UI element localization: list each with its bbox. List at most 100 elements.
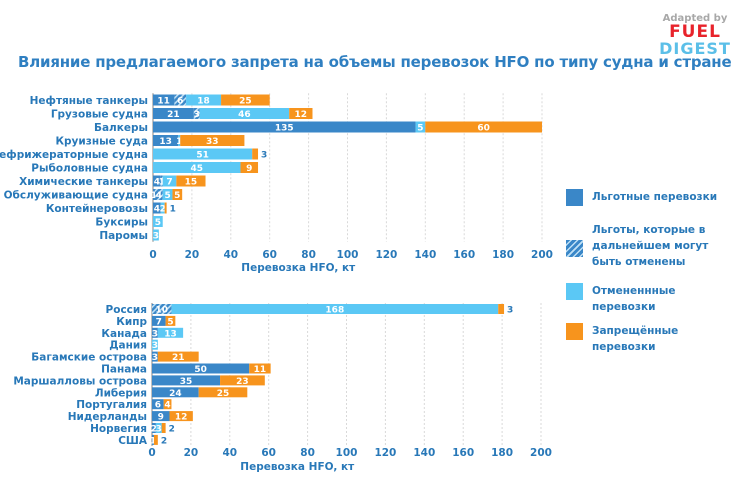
data-label: 46 — [238, 110, 251, 120]
category-label: Рефрижераторные судна — [0, 149, 148, 161]
category-label: Португалия — [76, 399, 147, 411]
x-tick-label: 60 — [261, 447, 276, 459]
x-tick-label: 120 — [375, 249, 397, 261]
bar-segment — [152, 315, 166, 326]
data-label: 4 — [164, 401, 170, 411]
bar-segment — [153, 229, 159, 241]
bar-segment — [152, 387, 199, 398]
category-label: Кипр — [116, 316, 147, 328]
legend-swatch — [566, 283, 583, 300]
bar-segment — [198, 387, 248, 398]
x-tick-label: 20 — [185, 249, 200, 261]
legend-swatch-hatched — [566, 240, 583, 257]
data-label: 1 — [159, 178, 165, 188]
bar-segment — [152, 399, 164, 410]
data-label: 5 — [417, 124, 423, 134]
data-label: 11 — [254, 365, 267, 375]
bar-segment — [221, 94, 270, 106]
bar-segment — [165, 315, 176, 326]
x-tick-label: 100 — [336, 447, 358, 459]
bar-segment — [152, 423, 156, 433]
category-label: Буксиры — [95, 217, 148, 229]
data-label: 3 — [507, 306, 513, 316]
data-label: 6 — [155, 401, 161, 411]
x-axis-title: Перевозка HFO, кт — [241, 262, 356, 274]
logo-adapted-by: Adapted by — [662, 13, 728, 24]
data-label: 3 — [153, 232, 159, 242]
data-label: 5 — [155, 218, 161, 228]
logo-digest: DIGEST — [659, 39, 731, 58]
x-tick-label: 60 — [262, 249, 277, 261]
category-label: Круизные суда — [55, 136, 148, 148]
bar-segment — [172, 189, 183, 200]
bar-segment — [171, 304, 499, 314]
data-label: 4 — [154, 178, 160, 188]
data-label: 21 — [167, 110, 180, 120]
data-label: 1 — [176, 137, 182, 147]
bar-segment — [186, 94, 222, 106]
category-label: Обслуживающие судна — [4, 190, 148, 202]
category-label: Канада — [101, 328, 147, 340]
bar-segment — [180, 135, 245, 146]
data-label: 3 — [152, 353, 158, 363]
x-tick-label: 200 — [530, 447, 552, 459]
bar-segment — [153, 189, 155, 200]
category-label: Грузовые судна — [51, 109, 148, 121]
data-label: 5 — [167, 317, 173, 327]
bar-segment — [169, 411, 193, 422]
bar-segment — [153, 216, 163, 227]
category-label: Дания — [109, 340, 147, 352]
data-label: 2 — [169, 425, 175, 435]
bar-segment — [163, 399, 172, 410]
data-label: 1 — [170, 205, 176, 215]
bar-segment — [153, 202, 161, 214]
data-label: 6 — [177, 97, 183, 107]
category-label: Паромы — [99, 230, 148, 242]
category-label: Россия — [106, 304, 147, 316]
category-label: Рыболовные судна — [31, 163, 148, 175]
bar-segment — [240, 162, 259, 173]
bar-segment — [155, 423, 162, 433]
data-label: 45 — [190, 164, 203, 174]
category-label: Нидерланды — [68, 411, 147, 423]
data-label: 1 — [150, 436, 156, 446]
x-axis-title: Перевозка HFO, кт — [240, 461, 355, 473]
category-label: Маршалловы острова — [13, 375, 147, 387]
data-label: 3 — [194, 110, 200, 120]
bar-segment — [162, 175, 177, 187]
data-label: 10 — [155, 306, 168, 316]
bar-segment — [193, 108, 200, 119]
bar-segment — [153, 94, 175, 106]
data-label: 11 — [157, 97, 170, 107]
data-label: 9 — [158, 413, 164, 423]
bar-segment — [425, 121, 542, 133]
data-label: 35 — [180, 377, 193, 387]
bar-segment — [176, 175, 206, 187]
legend-label: Льготные перевозки — [592, 191, 718, 203]
data-label: 60 — [477, 124, 490, 134]
category-label: Контейнеровозы — [46, 203, 148, 215]
bar-segment — [153, 434, 158, 445]
data-label: 5 — [174, 191, 180, 201]
logo-fuel: FUEL — [669, 22, 721, 42]
category-label: Либерия — [95, 387, 147, 399]
data-label: 23 — [236, 377, 249, 387]
x-tick-label: 140 — [413, 447, 435, 459]
x-tick-label: 40 — [223, 249, 238, 261]
bar-segment — [153, 175, 161, 187]
category-label: Балкеры — [94, 122, 148, 134]
category-label: Багамские острова — [31, 352, 147, 364]
bar-segment — [152, 327, 158, 338]
fuel-digest-logo: Adapted by FUEL DIGEST — [655, 14, 735, 57]
bar-segment — [152, 411, 170, 422]
data-label: 12 — [175, 413, 188, 423]
bar-segment — [160, 202, 165, 214]
data-label: 13 — [159, 137, 172, 147]
data-label: 21 — [172, 353, 185, 363]
bar-segment — [157, 351, 199, 362]
x-tick-label: 120 — [374, 447, 396, 459]
data-label: 50 — [194, 365, 207, 375]
bar-segment — [164, 202, 167, 214]
data-label: 33 — [206, 137, 219, 147]
